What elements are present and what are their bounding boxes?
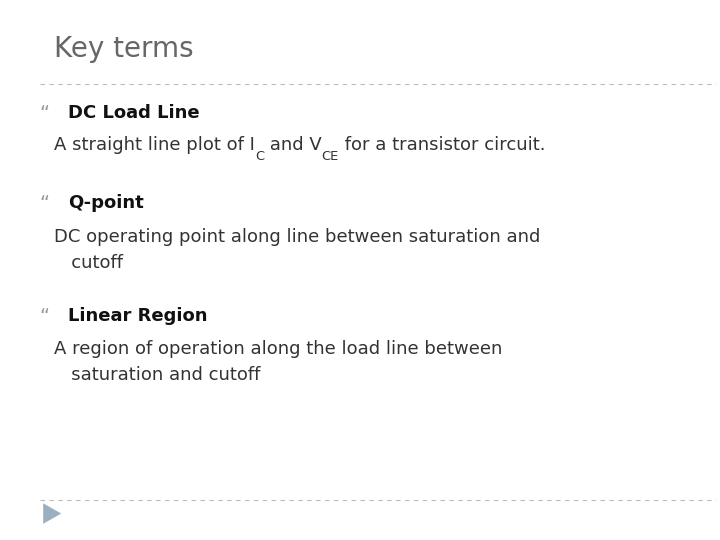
Text: C: C [255,150,264,163]
Text: saturation and cutoff: saturation and cutoff [54,366,261,384]
Text: DC Load Line: DC Load Line [68,104,200,122]
Text: “: “ [40,194,50,213]
Text: A region of operation along the load line between: A region of operation along the load lin… [54,340,503,358]
Text: and V: and V [264,136,322,154]
Text: cutoff: cutoff [54,254,123,272]
Text: Key terms: Key terms [54,35,194,63]
Text: for a transistor circuit.: for a transistor circuit. [339,136,546,154]
Text: Linear Region: Linear Region [68,307,208,325]
Text: “: “ [40,307,50,326]
Text: “: “ [40,104,50,123]
Text: A straight line plot of I: A straight line plot of I [54,136,255,154]
Text: Q-point: Q-point [68,194,144,212]
Text: DC operating point along line between saturation and: DC operating point along line between sa… [54,228,541,246]
Text: CE: CE [322,150,339,163]
